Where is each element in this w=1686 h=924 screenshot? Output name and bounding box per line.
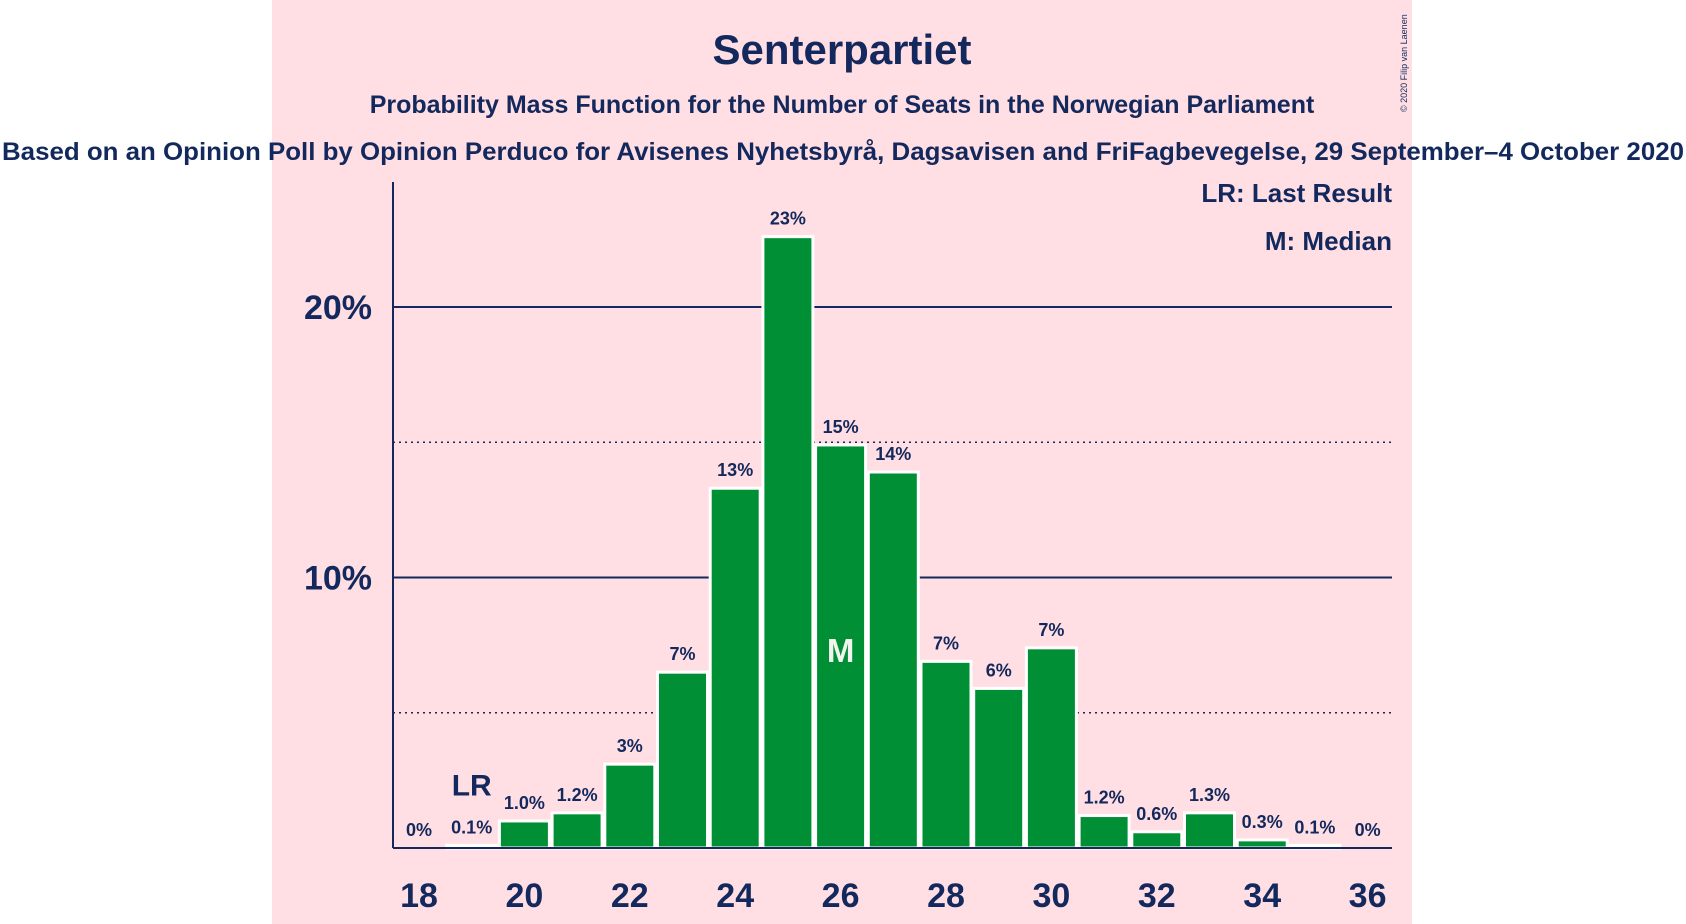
x-tick-label-32: 32 (1138, 877, 1176, 915)
bar-27 (866, 470, 920, 850)
copyright-notice: © 2020 Filip van Laenen (1399, 14, 1409, 112)
bar-28 (919, 659, 973, 850)
bar-33 (1183, 811, 1236, 850)
bar-label-23: 7% (669, 644, 695, 664)
bar-label-21: 1.2% (557, 785, 598, 805)
bar-label-31: 1.2% (1084, 788, 1125, 808)
bar-label-19: 0.1% (451, 817, 492, 837)
bar-label-18: 0% (406, 820, 432, 840)
bar-label-30: 7% (1038, 620, 1064, 640)
bar-21 (550, 811, 604, 850)
bar-label-24: 13% (717, 460, 753, 480)
bar-label-32: 0.6% (1136, 804, 1177, 824)
legend-last-result: LR: Last Result (1201, 178, 1392, 208)
chart-source: Based on an Opinion Poll by Opinion Perd… (2, 138, 1684, 166)
bar-31 (1077, 814, 1131, 850)
bar-22 (603, 762, 657, 850)
bar-label-33: 1.3% (1189, 785, 1230, 805)
bar-labels: 0% 0.1% 1.0% 1.2% 3% 7% 13% 23% 15% 14% 7% 6% 7% 1.2%… (406, 209, 1381, 840)
y-tick-label-20: 20% (304, 289, 372, 327)
bars (445, 235, 1342, 850)
x-tick-label-20: 20 (505, 877, 543, 915)
bar-34 (1235, 838, 1289, 850)
bar-label-26: 15% (823, 417, 859, 437)
x-tick-label-30: 30 (1032, 877, 1070, 915)
median-marker: M (827, 632, 855, 669)
bar-25 (761, 235, 815, 850)
x-tick-label-34: 34 (1243, 877, 1281, 915)
bar-label-22: 3% (617, 736, 643, 756)
bar-label-36: 0% (1355, 820, 1381, 840)
bar-label-27: 14% (875, 444, 911, 464)
bar-30 (1024, 646, 1078, 850)
bar-label-25: 23% (770, 209, 806, 229)
bar-label-20: 1.0% (504, 793, 545, 813)
last-result-marker: LR (452, 769, 492, 802)
chart-subtitle: Probability Mass Function for the Number… (370, 91, 1315, 119)
bar-26 (814, 443, 868, 850)
x-tick-label-22: 22 (611, 877, 649, 915)
bar-23 (656, 670, 709, 850)
bar-24 (708, 486, 762, 850)
y-axis-ticks: 10% 20% (304, 289, 372, 598)
bar-32 (1130, 830, 1184, 850)
x-tick-label-24: 24 (716, 877, 754, 915)
x-axis-ticks: 18 20 22 24 26 28 30 32 34 36 (400, 877, 1386, 915)
y-tick-label-10: 10% (304, 560, 372, 598)
x-tick-label-26: 26 (822, 877, 860, 915)
bar-label-28: 7% (933, 633, 959, 653)
x-tick-label-28: 28 (927, 877, 965, 915)
legend-median: M: Median (1265, 226, 1392, 256)
x-tick-label-36: 36 (1349, 877, 1387, 915)
chart-title: Senterpartiet (712, 26, 971, 73)
bar-label-35: 0.1% (1294, 817, 1335, 837)
bar-label-34: 0.3% (1242, 812, 1283, 832)
x-tick-label-18: 18 (400, 877, 438, 915)
bar-20 (497, 819, 551, 850)
bar-label-29: 6% (986, 660, 1012, 680)
bar-29 (972, 686, 1026, 850)
